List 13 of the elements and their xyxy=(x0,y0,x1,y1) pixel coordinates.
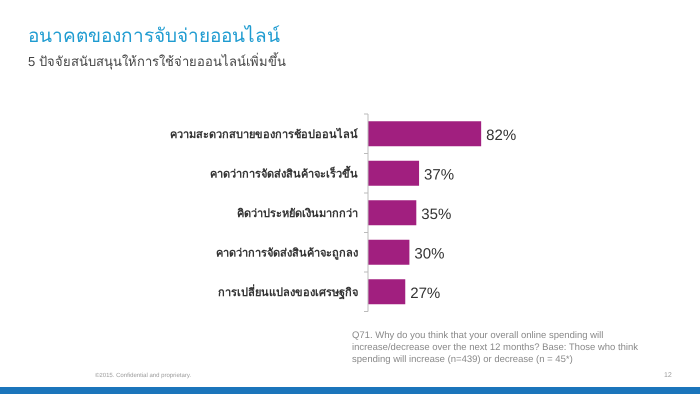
y-tick-label: ความสะดวกสบายของการช้อปออนไลน์ xyxy=(170,126,358,141)
data-label: 82% xyxy=(486,126,516,144)
y-tick-label: คิดว่าประหยัดเงินมากกว่า xyxy=(237,206,358,220)
text: อนาคตของการจับจ่ายออนไลน์ xyxy=(28,25,280,47)
y-tick-label: คาดว่าการจัดส่งสินค้าจะเร็วขึ้น xyxy=(210,165,358,180)
y-tick-label: การเปลี่ยนแปลงของเศรษฐกิจ xyxy=(218,284,358,300)
text: Q71. Why do you think that your overall online spending will increase/decrease over the next 12 months? Base: Those who think spending will increase (n=439) or decrease (n = 45*) xyxy=(352,330,640,366)
data-label: 35% xyxy=(421,206,452,223)
text: 5 ปัจจัยสนับสนุนให้การใช้จ่ายออนไลน์เพิ่มขึ้น xyxy=(28,52,286,70)
y-tick-label: คาดว่าการจัดส่งสินค้าจะถูกลง xyxy=(216,246,358,260)
data-label: 37% xyxy=(424,166,454,184)
data-label: 30% xyxy=(414,245,444,262)
data-label: 27% xyxy=(410,284,440,302)
